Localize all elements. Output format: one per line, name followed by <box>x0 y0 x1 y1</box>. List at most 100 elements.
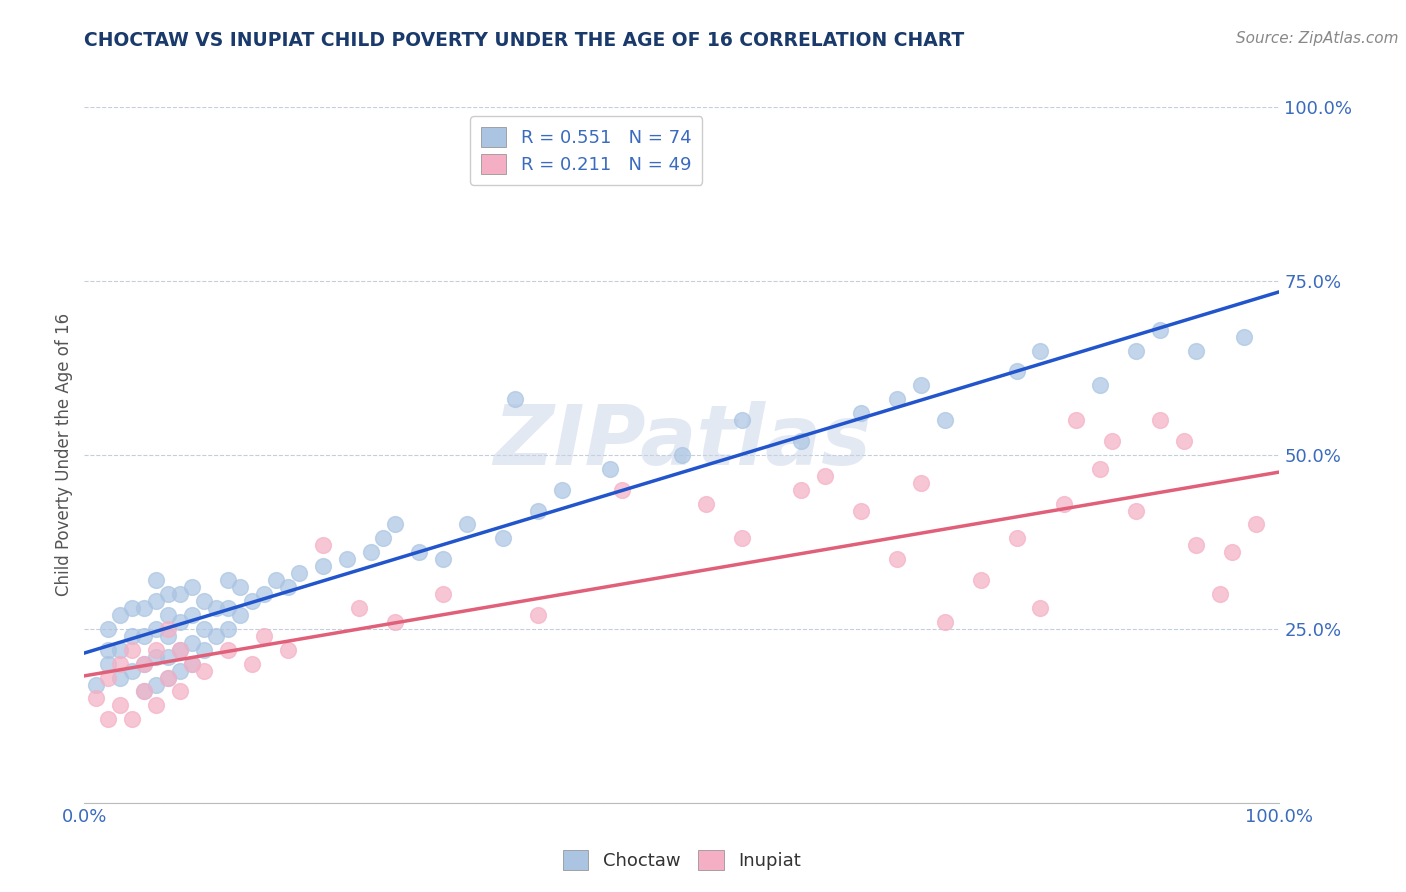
Point <box>408 545 430 559</box>
Point <box>132 629 156 643</box>
Point <box>145 594 167 608</box>
Point <box>1029 601 1052 615</box>
Point <box>169 684 191 698</box>
Point <box>671 448 693 462</box>
Point <box>731 413 754 427</box>
Point <box>84 677 107 691</box>
Point <box>157 607 180 622</box>
Point <box>132 657 156 671</box>
Point <box>145 698 167 713</box>
Point <box>145 649 167 664</box>
Point <box>934 615 956 629</box>
Point <box>228 607 252 622</box>
Point <box>288 566 311 581</box>
Point <box>336 552 359 566</box>
Point <box>527 607 550 622</box>
Point <box>110 607 132 622</box>
Point <box>132 684 156 698</box>
Point <box>240 657 263 671</box>
Point <box>169 587 191 601</box>
Point <box>432 552 454 566</box>
Point <box>97 642 120 657</box>
Point <box>456 517 478 532</box>
Point <box>97 671 120 685</box>
Legend: Choctaw, Inupiat: Choctaw, Inupiat <box>555 843 808 877</box>
Point <box>180 657 202 671</box>
Point <box>110 642 132 657</box>
Point <box>157 587 180 601</box>
Point <box>599 462 621 476</box>
Point <box>180 636 202 650</box>
Point <box>157 622 180 636</box>
Point <box>695 497 717 511</box>
Point <box>432 587 454 601</box>
Point <box>527 503 550 517</box>
Point <box>205 629 228 643</box>
Point <box>97 657 120 671</box>
Point <box>193 622 215 636</box>
Point <box>790 434 813 448</box>
Point <box>886 552 908 566</box>
Point <box>110 671 132 685</box>
Point <box>1208 587 1230 601</box>
Point <box>157 649 180 664</box>
Point <box>1220 545 1243 559</box>
Point <box>312 559 335 574</box>
Point <box>910 475 932 490</box>
Point <box>1005 364 1028 378</box>
Point <box>193 664 215 678</box>
Point <box>1149 413 1171 427</box>
Point <box>157 629 180 643</box>
Point <box>145 677 167 691</box>
Point <box>371 532 394 546</box>
Point <box>169 615 191 629</box>
Point <box>253 587 276 601</box>
Point <box>157 671 180 685</box>
Point <box>228 580 252 594</box>
Point <box>121 601 143 615</box>
Point <box>121 629 143 643</box>
Point <box>276 580 298 594</box>
Point <box>97 712 120 726</box>
Point <box>1184 343 1206 358</box>
Point <box>132 684 156 698</box>
Point <box>384 517 406 532</box>
Point <box>217 601 239 615</box>
Point <box>193 642 215 657</box>
Point <box>312 538 335 552</box>
Point <box>180 657 202 671</box>
Point <box>849 406 872 420</box>
Point <box>145 622 167 636</box>
Point <box>1101 434 1123 448</box>
Point <box>610 483 633 497</box>
Point <box>253 629 276 643</box>
Point <box>814 468 837 483</box>
Point <box>217 573 239 587</box>
Point <box>169 642 191 657</box>
Point <box>1125 503 1147 517</box>
Y-axis label: Child Poverty Under the Age of 16: Child Poverty Under the Age of 16 <box>55 313 73 597</box>
Point <box>110 657 132 671</box>
Point <box>910 378 932 392</box>
Point <box>934 413 956 427</box>
Point <box>1173 434 1195 448</box>
Point <box>1029 343 1052 358</box>
Point <box>790 483 813 497</box>
Text: ZIPatlas: ZIPatlas <box>494 401 870 482</box>
Point <box>849 503 872 517</box>
Point <box>360 545 382 559</box>
Point <box>180 580 202 594</box>
Point <box>1088 462 1111 476</box>
Point <box>157 671 180 685</box>
Point <box>384 615 406 629</box>
Point <box>1005 532 1028 546</box>
Point <box>240 594 263 608</box>
Point <box>1088 378 1111 392</box>
Point <box>1053 497 1076 511</box>
Point <box>1125 343 1147 358</box>
Point <box>503 392 526 407</box>
Point <box>145 642 167 657</box>
Point <box>132 601 156 615</box>
Point <box>169 642 191 657</box>
Point <box>132 657 156 671</box>
